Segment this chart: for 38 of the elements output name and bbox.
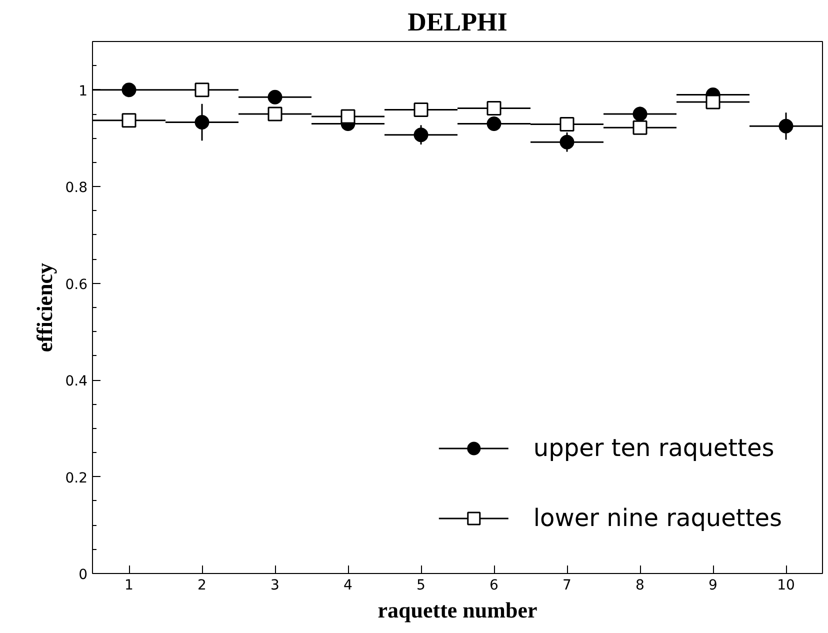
x-tick-label: 1	[124, 578, 134, 594]
y-tick-label: 0.4	[65, 374, 88, 390]
point	[632, 120, 648, 135]
x-tick-label: 10	[777, 578, 795, 594]
x-axis-title: raquette number	[378, 598, 538, 622]
x-tick-label: 8	[636, 578, 644, 594]
x-tick-label: 5	[416, 578, 426, 594]
legend-label: upper ten raquettes	[533, 434, 774, 462]
point	[268, 90, 282, 104]
y-tick-label: 1	[78, 83, 88, 100]
x-tick-label: 9	[708, 578, 718, 594]
x-tick-label: 3	[270, 578, 280, 594]
point	[486, 100, 502, 116]
y-tick-label: 0.2	[65, 470, 88, 486]
point	[486, 116, 502, 131]
point	[706, 94, 720, 110]
x-tick-label: 2	[198, 578, 206, 594]
point	[560, 116, 574, 132]
legend-label: lower nine raquettes	[533, 504, 782, 532]
point	[414, 128, 428, 142]
point	[122, 82, 136, 98]
point	[268, 106, 282, 122]
y-tick-label: 0	[78, 567, 88, 583]
x-tick-label: 4	[344, 578, 353, 594]
y-tick-label: 0.8	[65, 180, 88, 196]
point	[194, 115, 210, 130]
y-tick-label: 0.6	[65, 276, 88, 293]
point	[340, 109, 356, 124]
point	[194, 82, 210, 98]
chart-title: DELPHI	[408, 8, 508, 36]
x-tick-label: 6	[490, 578, 499, 594]
y-axis-title: efficiency	[32, 262, 58, 352]
x-tick-label: 7	[562, 578, 572, 594]
point	[560, 134, 574, 150]
point	[414, 102, 428, 117]
point	[778, 118, 794, 134]
point	[122, 113, 136, 128]
point	[632, 106, 648, 122]
